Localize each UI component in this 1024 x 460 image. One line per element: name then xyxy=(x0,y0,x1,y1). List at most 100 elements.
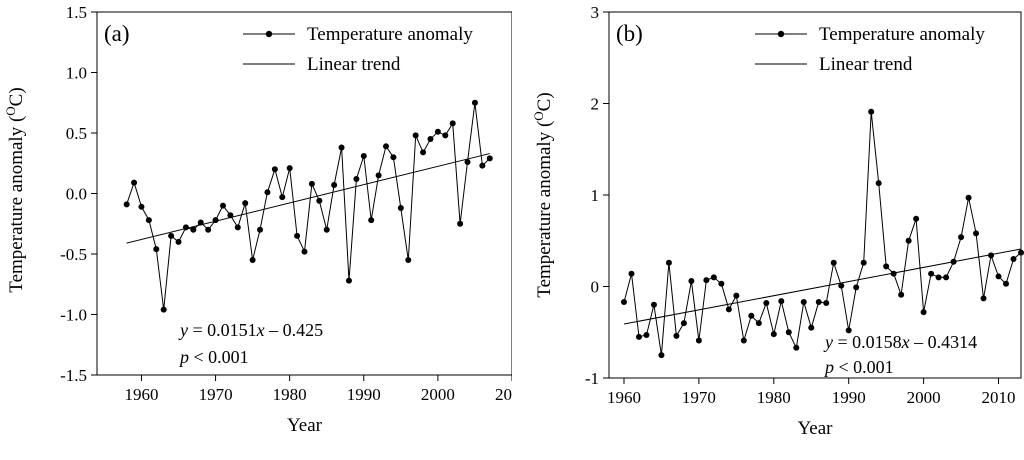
data-point xyxy=(1003,280,1010,287)
x-tick-label: 2000 xyxy=(907,388,941,407)
data-point xyxy=(733,292,740,299)
data-point xyxy=(973,230,980,237)
data-point xyxy=(168,232,175,239)
data-point xyxy=(1018,249,1024,256)
data-point xyxy=(308,180,315,187)
data-point xyxy=(965,194,972,201)
data-point xyxy=(471,99,478,106)
data-point xyxy=(815,299,822,306)
data-point xyxy=(680,320,687,327)
data-point xyxy=(628,270,635,277)
data-point xyxy=(345,277,352,284)
data-point xyxy=(383,143,390,150)
p-value: p < 0.001 xyxy=(178,347,249,367)
x-tick-label: 1980 xyxy=(273,385,307,404)
legend-marker-dot xyxy=(265,30,273,38)
data-point xyxy=(688,278,695,285)
x-tick-label: 1980 xyxy=(757,388,791,407)
y-tick-label: 0.5 xyxy=(66,124,87,143)
data-point xyxy=(898,291,905,298)
data-point xyxy=(271,166,278,173)
data-point xyxy=(427,136,434,143)
data-point xyxy=(257,226,264,233)
y-axis-label: Temperature anomaly (OC) xyxy=(3,87,28,292)
data-point xyxy=(755,320,762,327)
data-point xyxy=(434,128,441,135)
data-point xyxy=(845,327,852,334)
data-point xyxy=(658,352,665,359)
data-point xyxy=(1010,256,1017,263)
data-point xyxy=(234,224,241,231)
plot-frame xyxy=(608,11,1022,379)
x-tick-label: 2010 xyxy=(495,385,512,404)
data-point xyxy=(323,226,330,233)
chart-panel-b: 1960 1970 1980 1990 2000 2010 -1 0 1 2 3 Year Temper… xyxy=(531,3,1024,439)
data-point xyxy=(785,329,792,336)
data-point xyxy=(673,332,680,339)
data-point xyxy=(740,337,747,344)
series-line-anomaly xyxy=(126,102,491,310)
data-point xyxy=(980,295,987,302)
panel-label: (a) xyxy=(104,21,130,46)
data-point xyxy=(920,309,927,316)
data-point xyxy=(360,152,367,159)
data-point xyxy=(160,306,167,313)
y-tick-label: -1.5 xyxy=(60,366,87,385)
data-point xyxy=(249,257,256,264)
data-point xyxy=(905,237,912,244)
data-point xyxy=(763,299,770,306)
data-point xyxy=(868,108,875,115)
data-point xyxy=(412,132,419,139)
data-point xyxy=(778,298,785,305)
data-point xyxy=(338,144,345,151)
data-point xyxy=(838,282,845,289)
data-point xyxy=(479,162,486,169)
data-point xyxy=(190,226,197,233)
series-line-anomaly xyxy=(623,111,1022,356)
data-point xyxy=(823,299,830,306)
trend-line xyxy=(623,248,1022,325)
regression-equation: y = 0.0158x – 0.4314 xyxy=(823,332,977,352)
x-axis-label: Year xyxy=(797,418,833,439)
data-point xyxy=(145,217,152,224)
trend-line xyxy=(126,153,490,244)
data-point xyxy=(353,175,360,182)
data-point xyxy=(264,189,271,196)
y-tick-label: 0 xyxy=(591,278,600,297)
data-point xyxy=(770,331,777,338)
data-point xyxy=(913,215,920,222)
y-tick-label: 2 xyxy=(591,95,600,114)
y-tick-label: -1 xyxy=(585,369,599,388)
data-point xyxy=(457,220,464,227)
panel-label: (b) xyxy=(616,21,643,46)
legend-entry-trend: Linear trend xyxy=(307,54,401,75)
data-point xyxy=(703,277,710,284)
data-point xyxy=(123,201,130,208)
y-tick-label: 3 xyxy=(591,3,600,22)
data-point xyxy=(294,232,301,239)
data-point xyxy=(890,270,897,277)
data-point xyxy=(620,299,627,306)
y-tick-label: 1 xyxy=(591,186,600,205)
data-point xyxy=(943,274,950,281)
data-point xyxy=(464,159,471,166)
data-point xyxy=(860,259,867,266)
y-tick-label: -1.0 xyxy=(60,306,87,325)
x-tick-label: 2010 xyxy=(982,388,1016,407)
y-tick-label: 1.5 xyxy=(66,3,87,22)
data-point xyxy=(928,270,935,277)
data-point xyxy=(650,301,657,308)
data-point xyxy=(397,205,404,212)
data-point xyxy=(368,217,375,224)
data-point xyxy=(420,149,427,156)
x-tick-label: 1960 xyxy=(607,388,641,407)
y-tick-label: 1.0 xyxy=(66,64,87,83)
legend-entry-anomaly: Temperature anomaly xyxy=(307,24,473,45)
data-point xyxy=(331,182,338,189)
data-point xyxy=(175,238,182,245)
data-point xyxy=(643,331,650,338)
chart-panel-a: 1960 1970 1980 1990 2000 2010 -1.5 -1.0 -0.5 0.0 0… xyxy=(3,3,512,436)
data-point xyxy=(153,246,160,253)
data-point xyxy=(442,132,449,139)
legend-entry-trend: Linear trend xyxy=(819,54,913,75)
